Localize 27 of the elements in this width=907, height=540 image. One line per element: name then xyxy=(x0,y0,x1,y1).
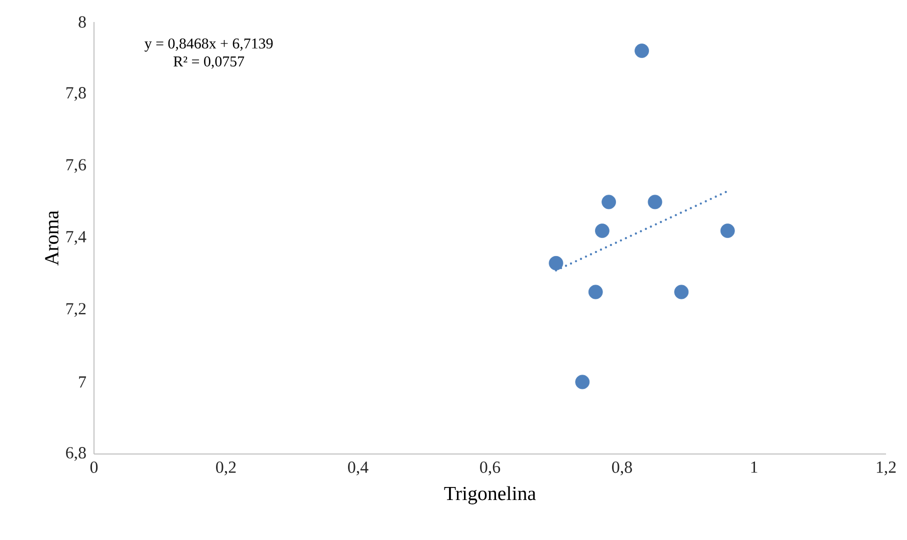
y-tick-label: 7,4 xyxy=(66,231,86,245)
point xyxy=(588,284,603,300)
y-tick-label: 7 xyxy=(79,376,86,388)
point xyxy=(602,194,616,210)
point xyxy=(648,194,662,210)
annotation: R² = 0,0757 xyxy=(174,56,244,69)
y-tick-label: 7,6 xyxy=(66,159,86,173)
annotation: y = 0,8468x + 6,7139 xyxy=(144,38,273,52)
point xyxy=(674,284,689,300)
y-tick-label: 6,8 xyxy=(66,447,86,461)
y-tick-label: 8 xyxy=(78,16,86,28)
y-tick-label: 7,2 xyxy=(66,303,86,317)
x-tick-label: 1,2 xyxy=(876,462,896,476)
y-axis-title: Aroma xyxy=(45,210,58,266)
x-tick-label: 0,8 xyxy=(612,462,632,476)
point xyxy=(575,374,590,390)
point xyxy=(720,224,735,238)
x-tick-label: 0 xyxy=(90,462,98,473)
point xyxy=(595,224,610,238)
x-tick-label: 0,6 xyxy=(480,462,500,476)
x-tick-label: 1 xyxy=(751,462,758,473)
y-tick-label: 7,8 xyxy=(66,87,86,101)
x-tick-label: 0,4 xyxy=(348,462,368,476)
point xyxy=(548,256,564,270)
point xyxy=(634,44,650,58)
x-tick-label: 0,2 xyxy=(216,462,236,476)
x-axis-title: Trigonelina xyxy=(444,486,536,504)
